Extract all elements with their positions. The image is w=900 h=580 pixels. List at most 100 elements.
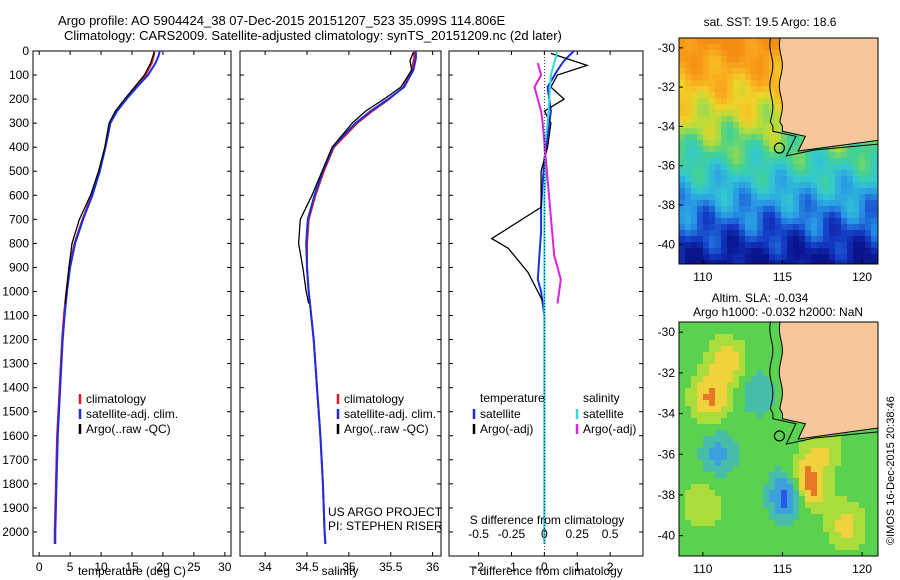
map-cell [709, 442, 715, 448]
map-cell [691, 140, 697, 146]
map-cell [835, 442, 841, 448]
map-cell [757, 182, 763, 188]
map-cell [823, 484, 829, 490]
map-cell [691, 520, 697, 526]
map-cell [721, 352, 727, 358]
map-cell [769, 260, 775, 264]
map-cell [745, 466, 751, 472]
map-cell [847, 230, 853, 236]
map-cell [721, 514, 727, 520]
map-cell [685, 406, 691, 412]
map-cell [781, 532, 787, 538]
map-cell [823, 436, 829, 442]
map-cell [703, 550, 709, 556]
map-cell [745, 532, 751, 538]
map-cell [781, 490, 787, 496]
map-cell [751, 200, 757, 206]
map-cell [685, 242, 691, 248]
map-cell [739, 182, 745, 188]
map-cell [835, 152, 841, 158]
map-cell [763, 514, 769, 520]
map-cell [835, 236, 841, 242]
map-cell [727, 182, 733, 188]
map-cell [775, 176, 781, 182]
map-cell [709, 146, 715, 152]
map-cell [679, 182, 685, 188]
map-cell [733, 400, 739, 406]
map-cell [745, 430, 751, 436]
map-cell [781, 218, 787, 224]
map-cell [745, 514, 751, 520]
map-cell [715, 68, 721, 74]
map-cell [781, 472, 787, 478]
map-cell [685, 170, 691, 176]
map-cell [859, 194, 865, 200]
map-cell [769, 224, 775, 230]
map-cell [823, 218, 829, 224]
salinity-tick-label: 0.25 [566, 527, 590, 541]
map-cell [751, 248, 757, 254]
temperature-panel: 0100200300400500600700800900100011001200… [2, 44, 232, 578]
map-cell [685, 50, 691, 56]
map-cell [865, 206, 871, 212]
map-cell [829, 472, 835, 478]
map-cell [775, 454, 781, 460]
map-cell [697, 200, 703, 206]
map-cell [745, 436, 751, 442]
map-cell [817, 550, 823, 556]
map-cell [847, 242, 853, 248]
map-cell [709, 38, 715, 44]
map-cell [859, 442, 865, 448]
map-frame [678, 321, 879, 557]
map-cell [781, 550, 787, 556]
map-cell [811, 472, 817, 478]
map-cell [805, 260, 811, 264]
y-tick-label: 700 [9, 212, 29, 226]
map-cell [715, 544, 721, 550]
map-cell [709, 532, 715, 538]
map-cell [739, 466, 745, 472]
map-cell [811, 206, 817, 212]
map-cell [679, 164, 685, 170]
map-cell [721, 376, 727, 382]
map-cell [751, 122, 757, 128]
map-cell [703, 254, 709, 260]
map-cell [859, 496, 865, 502]
map-cell [745, 182, 751, 188]
map-cell [727, 448, 733, 454]
map-cell [859, 212, 865, 218]
map-cell [805, 242, 811, 248]
map-cell [793, 448, 799, 454]
map-cell [781, 248, 787, 254]
map-cell [829, 152, 835, 158]
map-cell [733, 502, 739, 508]
map-cell [853, 478, 859, 484]
map-cell [697, 514, 703, 520]
map-cell [721, 406, 727, 412]
map-cell [697, 224, 703, 230]
map-cell [745, 200, 751, 206]
map-cell [775, 370, 781, 376]
map-cell [751, 254, 757, 260]
map-cell [745, 322, 751, 328]
map-cell [727, 110, 733, 116]
map-cell [775, 254, 781, 260]
map-cell [787, 454, 793, 460]
map-cell [763, 128, 769, 134]
map-cell [757, 206, 763, 212]
map-cell [805, 254, 811, 260]
map-cell [775, 436, 781, 442]
map-cell [715, 152, 721, 158]
map-cell [763, 146, 769, 152]
map-cell [721, 454, 727, 460]
map-cell [757, 550, 763, 556]
map-cell [727, 74, 733, 80]
map-cell [727, 442, 733, 448]
map-cell [787, 466, 793, 472]
map-cell [703, 544, 709, 550]
map-cell [709, 538, 715, 544]
map-cell [685, 56, 691, 62]
map-cell [751, 224, 757, 230]
map-cell [853, 152, 859, 158]
map-cell [721, 370, 727, 376]
